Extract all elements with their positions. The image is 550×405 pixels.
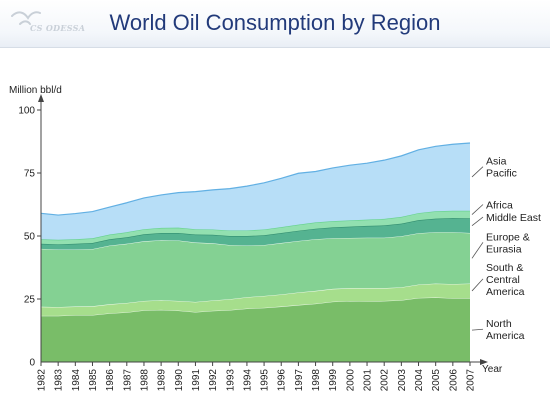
- y-tick-label: 25: [24, 295, 36, 306]
- x-tick-label: 2007: [466, 369, 477, 392]
- x-tick-label: 1985: [88, 369, 99, 392]
- area-layers: [40, 142, 471, 362]
- y-tick-label: 0: [29, 358, 35, 369]
- legend-connector-asia-pacific: [471, 166, 484, 178]
- y-tick-label: 75: [24, 169, 36, 180]
- x-tick-label: 1986: [105, 369, 116, 392]
- area-asia-pacific: [41, 143, 470, 240]
- legend-label-line: America: [486, 330, 525, 342]
- x-tick-label: 1987: [122, 369, 133, 392]
- y-tick-label: 50: [24, 232, 36, 243]
- x-tick-label: 2000: [345, 369, 356, 392]
- area-africa: [41, 210, 470, 245]
- x-tick-label: 2001: [363, 369, 374, 392]
- x-axis-label: Year: [482, 364, 503, 375]
- x-tick-label: 1996: [277, 369, 288, 392]
- company-logo: [11, 11, 41, 25]
- x-tick-label: 1983: [54, 369, 65, 392]
- x-tick-label: 1982: [37, 369, 48, 392]
- x-tick-label: 2006: [448, 369, 459, 392]
- legend-connector-north-america: [471, 328, 484, 331]
- area-south-and-central-america: [41, 283, 470, 316]
- area-north-america: [41, 297, 470, 362]
- seagull-icon: [11, 11, 41, 25]
- area-middle-east: [41, 218, 470, 250]
- legend-label-africa: Africa: [486, 200, 513, 212]
- x-tick-label: 1984: [71, 369, 82, 392]
- legend-connector-south-and-central-america: [471, 278, 484, 292]
- x-tick-label: 2005: [431, 369, 442, 392]
- legend-label-line: South &: [486, 262, 523, 274]
- legend-connector-africa: [471, 204, 484, 215]
- chart-header: CS ODESSA World Oil Consumption by Regio…: [0, 0, 550, 48]
- x-tick-label: 1991: [191, 369, 202, 392]
- y-axis-label: Million bbl/d: [9, 85, 62, 96]
- legend-label-line: Africa: [486, 200, 513, 212]
- y-tick-label: 100: [18, 106, 35, 117]
- legend-label-line: America: [486, 286, 525, 298]
- legend-label-line: Asia: [486, 156, 507, 168]
- legend-label-line: North: [486, 318, 512, 330]
- x-tick-label: 1997: [294, 369, 305, 392]
- x-tick-label: 2002: [380, 369, 391, 392]
- legend-label-asia-pacific: Asia Pacific: [486, 156, 517, 180]
- x-tick-label: 1995: [260, 369, 271, 392]
- legend-label-europe-and-eurasia: Europe & Eurasia: [486, 231, 530, 255]
- legend-label-line: Europe &: [486, 231, 530, 243]
- chart-title: World Oil Consumption by Region: [109, 10, 441, 35]
- legend-label-line: Eurasia: [486, 243, 522, 255]
- legend-label-line: Pacific: [486, 168, 517, 180]
- legend-connector-middle-east: [471, 216, 484, 226]
- legend-label-south-and-central-america: South & Central America: [486, 262, 525, 298]
- legend-label-line: Middle East: [486, 212, 541, 224]
- y-axis-arrow-icon: [38, 94, 44, 102]
- x-tick-label: 1989: [157, 369, 168, 392]
- x-tick-label: 2003: [397, 369, 408, 392]
- x-tick-label: 2004: [414, 369, 425, 392]
- area-europe-and-eurasia: [41, 232, 470, 308]
- x-tick-label: 1998: [311, 369, 322, 392]
- x-tick-label: 1992: [208, 369, 219, 392]
- legend-connector-europe-and-eurasia: [471, 242, 484, 259]
- legend-label-north-america: North America: [486, 318, 525, 342]
- axes: Million bbl/d Year 0 25 50 75 100 1982 1983 1984 1…: [9, 85, 503, 391]
- x-tick-label: 1994: [242, 369, 253, 392]
- series-line-asia-pacific: [40, 142, 471, 216]
- legend-label-line: Central: [486, 274, 520, 286]
- x-tick-label: 1999: [328, 369, 339, 392]
- x-tick-label: 1988: [139, 369, 150, 392]
- logo-text: CS ODESSA: [30, 23, 86, 33]
- x-tick-label: 1990: [174, 369, 185, 392]
- x-axis-arrow-icon: [480, 359, 488, 365]
- legend-label-middle-east: Middle East: [486, 212, 541, 224]
- x-tick-label: 1993: [225, 369, 236, 392]
